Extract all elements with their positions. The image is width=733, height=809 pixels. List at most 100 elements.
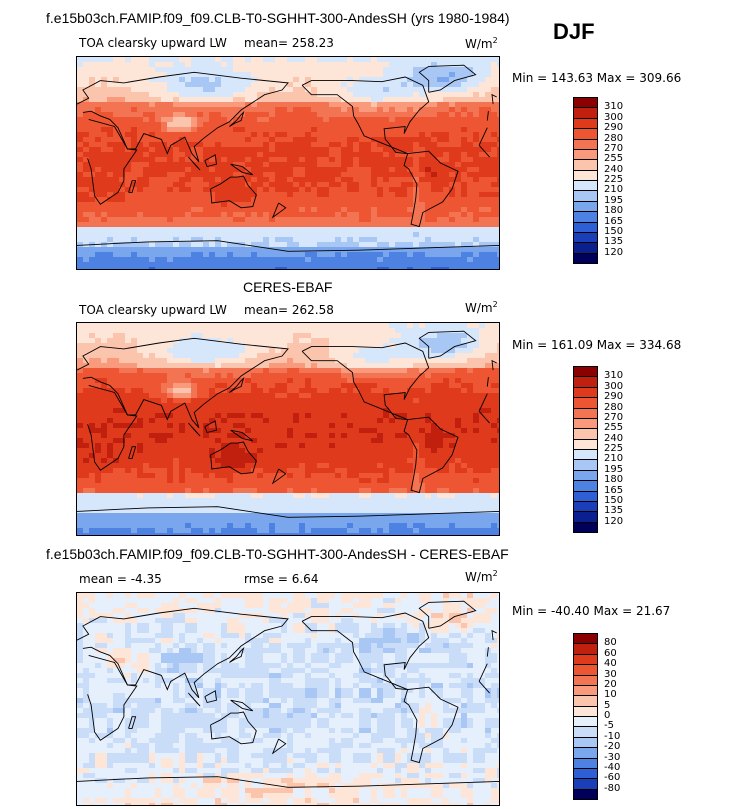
map-cell: [245, 212, 252, 218]
map-cell: [155, 97, 162, 103]
map-cell: [269, 77, 276, 83]
map-cell: [347, 338, 354, 344]
map-cell: [167, 167, 174, 173]
map-cell: [191, 237, 198, 243]
map-cell: [161, 267, 168, 269]
map-cell: [83, 343, 90, 349]
map-cell: [89, 107, 96, 113]
map-cell: [293, 142, 300, 148]
map-cell: [479, 398, 486, 404]
map-cell: [371, 167, 378, 173]
map-cell: [263, 142, 270, 148]
coastline: [229, 110, 245, 127]
map-cell: [365, 207, 372, 213]
map-cell: [431, 398, 438, 404]
map-cell: [239, 87, 246, 93]
map-cell: [137, 398, 144, 404]
map-cell: [413, 448, 420, 454]
map-cell: [113, 222, 120, 228]
map-cell: [407, 448, 414, 454]
map-cell: [497, 237, 499, 243]
map-cell: [425, 443, 432, 449]
map-cell: [239, 82, 246, 88]
map-cell: [395, 323, 402, 329]
map-cell: [155, 117, 162, 123]
map-cell: [197, 393, 204, 399]
map-cell: [317, 117, 324, 123]
map-cell: [455, 423, 462, 429]
map-cell: [77, 187, 84, 193]
map-cell: [191, 227, 198, 233]
map-cell: [185, 363, 192, 369]
map-cell: [137, 107, 144, 113]
map-cell: [113, 378, 120, 384]
map-cell: [449, 177, 456, 183]
map-cell: [107, 162, 114, 168]
map-cell: [107, 62, 114, 68]
map-cell: [245, 117, 252, 123]
map-cell: [149, 117, 156, 123]
map-cell: [179, 443, 186, 449]
map-cell: [209, 102, 216, 108]
map-cell: [353, 227, 360, 233]
map-cell: [353, 207, 360, 213]
map-cell: [485, 333, 492, 339]
map-cell: [455, 408, 462, 414]
map-cell: [197, 152, 204, 158]
map-cell: [215, 127, 222, 133]
map-cell: [269, 217, 276, 223]
map-cell: [467, 363, 474, 369]
map-cell: [275, 338, 282, 344]
map-cell: [437, 197, 444, 203]
map-cell: [449, 348, 456, 354]
map-cell: [455, 232, 462, 238]
map-cell: [239, 267, 246, 269]
map-cell: [341, 197, 348, 203]
map-cell: [329, 328, 336, 334]
map-cell: [449, 363, 456, 369]
map-cell: [389, 157, 396, 163]
map-cell: [227, 368, 234, 374]
map-cell: [299, 433, 306, 439]
map-cell: [443, 152, 450, 158]
map-cell: [455, 237, 462, 243]
map-cell: [113, 368, 120, 374]
map-cell: [293, 162, 300, 168]
map-cell: [185, 418, 192, 424]
map-cell: [209, 227, 216, 233]
map-cell: [407, 388, 414, 394]
map-cell: [443, 112, 450, 118]
map-cell: [269, 373, 276, 379]
map-cell: [461, 247, 468, 253]
map-cell: [263, 97, 270, 103]
map-cell: [119, 117, 126, 123]
map-cell: [131, 267, 138, 269]
map-cell: [191, 348, 198, 354]
map-cell: [323, 112, 330, 118]
map-cell: [227, 453, 234, 459]
map-cell: [161, 242, 168, 248]
map-cell: [437, 192, 444, 198]
map-cell: [173, 247, 180, 253]
map-cell: [131, 192, 138, 198]
map-cell: [299, 373, 306, 379]
map-cell: [89, 383, 96, 389]
map-cell: [209, 97, 216, 103]
colorbar-level-label: 165: [604, 215, 624, 227]
map-cell: [359, 92, 366, 98]
map-cell: [119, 343, 126, 349]
map-cell: [335, 448, 342, 454]
map-cell: [257, 393, 264, 399]
map-cell: [371, 348, 378, 354]
map-cell: [167, 333, 174, 339]
map-cell: [77, 453, 84, 459]
map-cell: [293, 433, 300, 439]
coastline: [403, 150, 459, 228]
colorbar-level-label: 255: [604, 153, 624, 165]
map-cell: [377, 57, 384, 63]
map-cell: [359, 237, 366, 243]
map-cell: [161, 62, 168, 68]
map-cell: [101, 393, 108, 399]
map-cell: [359, 57, 366, 63]
map-cell: [155, 267, 162, 269]
